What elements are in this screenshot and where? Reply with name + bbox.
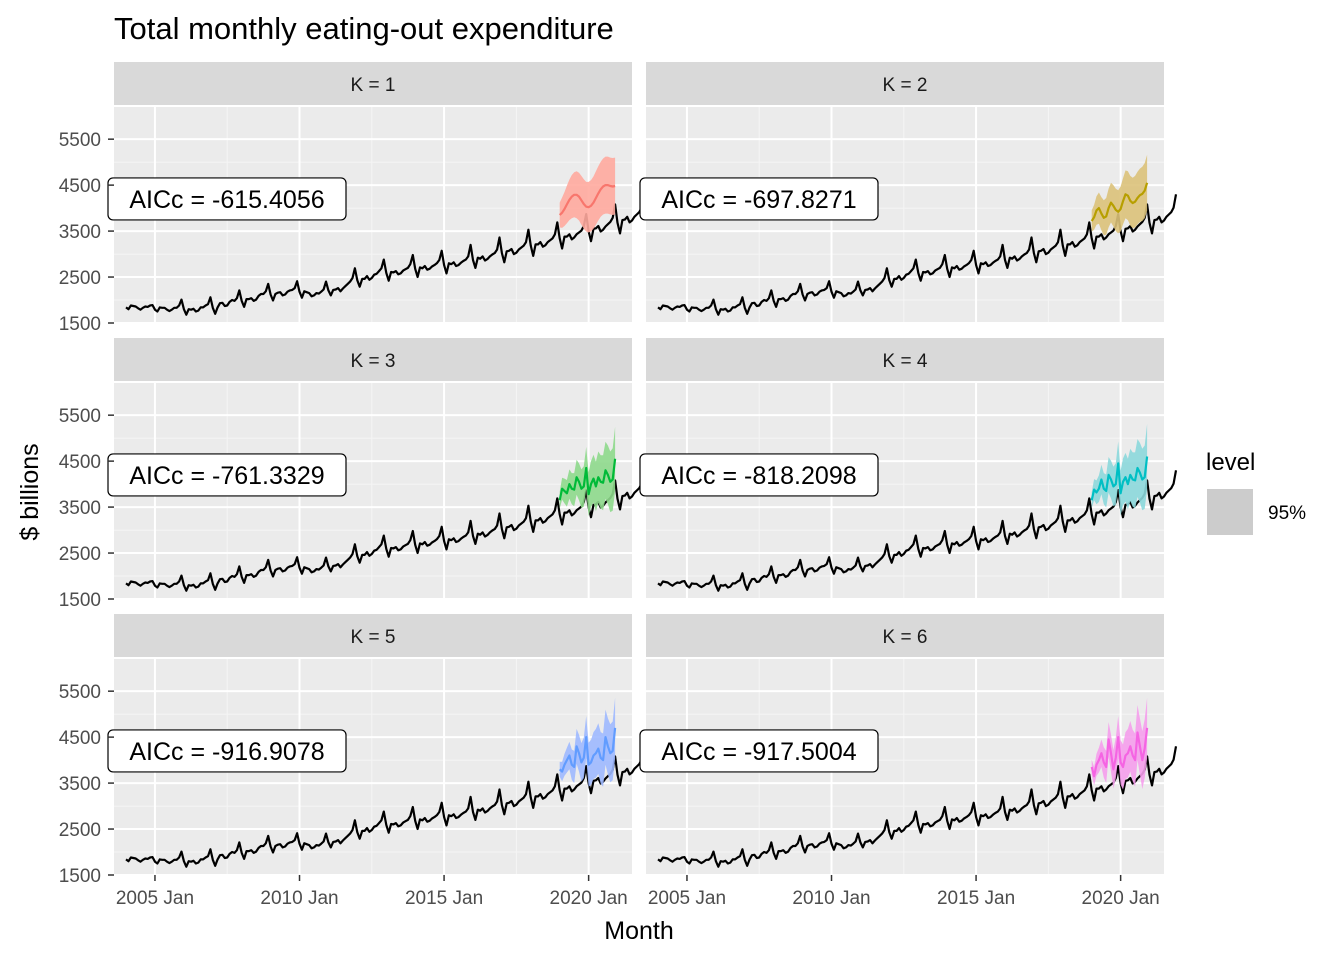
aicc-label: AICc = -697.8271 [661, 186, 856, 214]
aicc-label: AICc = -761.3329 [129, 462, 324, 490]
facet-panel: K = 1 AICc = -615.4056 1500 2500 3500 4500 550… [59, 62, 646, 335]
facet-panels: K = 1 AICc = -615.4056 1500 2500 3500 4500 550… [59, 62, 1178, 909]
y-tick-label: 5500 [59, 406, 101, 427]
aicc-label: AICc = -818.2098 [661, 462, 856, 490]
history-line [657, 746, 1178, 868]
history-line [125, 194, 646, 316]
history-line [657, 470, 1178, 592]
y-tick-label: 4500 [59, 728, 101, 749]
forecast-mean-line [558, 727, 617, 773]
facet-strip-label: K = 5 [351, 627, 396, 648]
forecast-mean-line [1090, 727, 1149, 778]
facet-strip-label: K = 6 [883, 627, 928, 648]
y-tick-label: 2500 [59, 544, 101, 565]
y-tick-label: 1500 [59, 314, 101, 335]
aicc-label-box [639, 729, 879, 773]
x-tick-label: 2015 Jan [937, 888, 1015, 909]
facet-strip-label: K = 1 [351, 75, 396, 96]
legend: level 95% [1206, 449, 1306, 535]
facet-strip [114, 62, 632, 105]
x-tick-label: 2005 Jan [648, 888, 726, 909]
x-tick-label: 2010 Jan [792, 888, 870, 909]
x-tick-label: 2020 Jan [1082, 888, 1160, 909]
forecast-interval-95 [559, 156, 616, 233]
aicc-label-box [107, 729, 347, 773]
facet-panel: K = 3 AICc = -761.3329 1500 2500 3500 4500 550… [59, 338, 646, 611]
facet-strip-label: K = 2 [883, 75, 928, 96]
y-tick-label: 3500 [59, 498, 101, 519]
facet-panel: K = 6 AICc = -917.5004 2005 Jan 2010 Jan 201… [639, 614, 1178, 909]
y-tick-label: 1500 [59, 590, 101, 611]
aicc-label-box [107, 453, 347, 497]
aicc-label: AICc = -916.9078 [129, 738, 324, 766]
y-tick-label: 4500 [59, 176, 101, 197]
x-tick-label: 2010 Jan [260, 888, 338, 909]
aicc-label-box [639, 177, 879, 221]
history-line [125, 746, 646, 868]
x-tick-label: 2020 Jan [550, 888, 628, 909]
y-tick-label: 5500 [59, 682, 101, 703]
y-tick-label: 4500 [59, 452, 101, 473]
legend-key-95 [1207, 489, 1253, 535]
x-tick-label: 2015 Jan [405, 888, 483, 909]
forecast-mean-line [558, 184, 616, 216]
y-tick-label: 2500 [59, 268, 101, 289]
facet-panel: K = 2 AICc = -697.8271 [639, 62, 1178, 324]
y-tick-label: 5500 [59, 130, 101, 151]
legend-label-95: 95% [1268, 503, 1306, 524]
facet-strip [646, 62, 1164, 105]
facet-strip [114, 338, 632, 381]
aicc-label-box [107, 177, 347, 221]
forecast-mean-line [1090, 182, 1149, 222]
forecast-mean-line [558, 458, 617, 501]
history-line [657, 194, 1178, 316]
y-tick-label: 3500 [59, 222, 101, 243]
x-axis-title: Month [604, 917, 673, 945]
y-tick-label: 3500 [59, 774, 101, 795]
legend-title: level [1206, 449, 1255, 476]
aicc-label-box [639, 453, 879, 497]
chart-title: Total monthly eating-out expenditure [114, 11, 614, 46]
y-tick-label: 2500 [59, 820, 101, 841]
y-tick-label: 1500 [59, 866, 101, 887]
facet-panel: K = 4 AICc = -818.2098 [639, 338, 1178, 600]
facet-strip [646, 338, 1164, 381]
facet-strip [114, 614, 632, 657]
aicc-label: AICc = -917.5004 [661, 738, 856, 766]
facet-strip-label: K = 3 [351, 351, 396, 372]
aicc-label: AICc = -615.4056 [129, 186, 324, 214]
facet-strip-label: K = 4 [883, 351, 928, 372]
facet-panel: K = 5 AICc = -916.9078 1500 2500 3500 4500 550… [59, 614, 646, 909]
facet-strip [646, 614, 1164, 657]
forecast-mean-line [1090, 456, 1149, 501]
history-line [125, 470, 646, 592]
y-axis-title: $ billions [16, 443, 44, 540]
x-tick-label: 2005 Jan [116, 888, 194, 909]
